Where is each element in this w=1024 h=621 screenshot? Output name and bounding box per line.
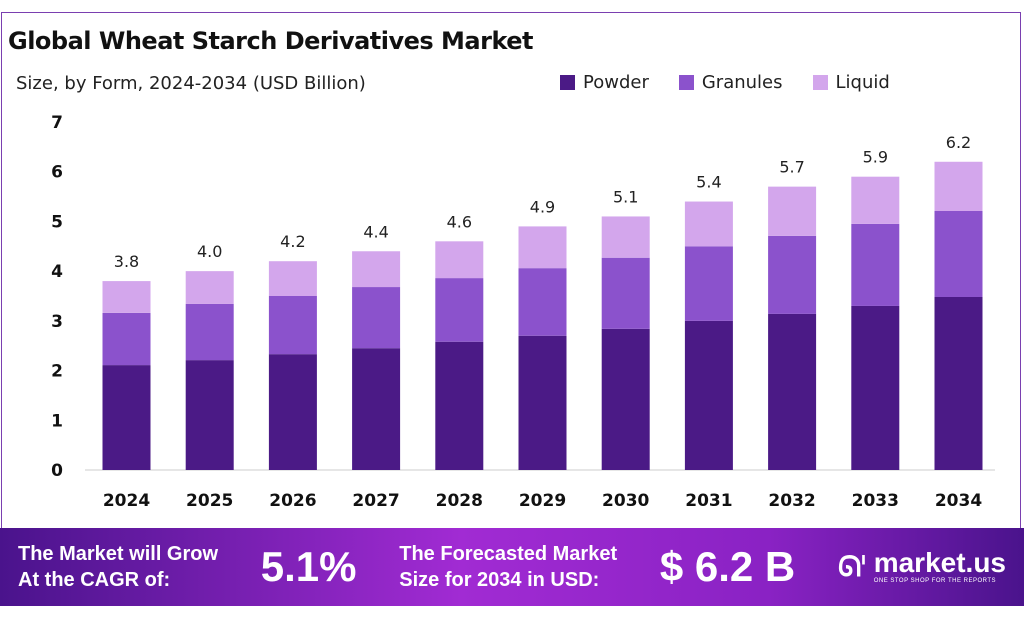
- data-label-total: 6.2: [946, 133, 971, 152]
- cagr-value: 5.1%: [260, 543, 357, 590]
- bar-segment-liquid: [601, 216, 650, 258]
- marketus-logo: ᘏᑊ market.us ONE STOP SHOP FOR THE REPORT…: [838, 549, 1006, 585]
- legend-item-granules: Granules: [678, 72, 783, 93]
- bar-segment-powder: [601, 328, 650, 470]
- data-label-total: 5.7: [779, 158, 804, 177]
- bar-segment-powder: [435, 341, 484, 470]
- data-label-total: 4.2: [280, 232, 305, 251]
- forecast-label-line2: Size for 2034 in USD:: [399, 569, 600, 591]
- bar-segment-liquid: [768, 186, 817, 236]
- forecast-value: $ 6.2 B: [659, 543, 796, 590]
- bar-segment-powder: [768, 313, 817, 470]
- data-label-total: 4.4: [363, 222, 388, 241]
- bar-segment-granules: [601, 257, 650, 329]
- bar-segment-granules: [518, 268, 567, 336]
- legend-label: Liquid: [835, 72, 890, 93]
- x-tick-label: 2032: [768, 491, 815, 511]
- data-label-total: 4.9: [530, 197, 555, 216]
- bar-segment-powder: [851, 305, 900, 470]
- bar-segment-granules: [268, 296, 317, 355]
- bar-segment-liquid: [352, 251, 401, 288]
- bar-segment-granules: [768, 235, 817, 314]
- x-tick-label: 2024: [103, 491, 150, 511]
- bar-segment-granules: [102, 312, 151, 366]
- cagr-label-line1: The Market will Grow: [18, 543, 219, 565]
- legend-swatch-liquid: [812, 75, 828, 90]
- logo-text: market.us: [873, 547, 1006, 578]
- bar-segment-powder: [185, 360, 234, 470]
- x-tick-label: 2031: [685, 491, 732, 511]
- x-tick-label: 2026: [269, 491, 316, 511]
- forecast-label: The Forecasted Market Size for 2034 in US…: [399, 541, 617, 593]
- legend-swatch-powder: [560, 75, 575, 90]
- legend-item-powder: Powder: [560, 72, 649, 93]
- data-label-total: 3.8: [114, 252, 139, 271]
- y-tick-label: 5: [51, 212, 63, 232]
- cagr-label-line2: At the CAGR of:: [18, 569, 171, 591]
- bar-segment-liquid: [934, 161, 983, 211]
- logo-tagline: ONE STOP SHOP FOR THE REPORTS: [873, 578, 997, 584]
- bar-segment-powder: [352, 348, 401, 470]
- bar-segment-powder: [684, 320, 733, 470]
- bar-segment-liquid: [851, 176, 900, 224]
- y-tick-label: 1: [51, 411, 63, 431]
- data-label-total: 4.6: [447, 212, 472, 231]
- bar-segment-granules: [851, 223, 900, 306]
- data-label-total: 4.0: [197, 242, 222, 261]
- x-tick-label: 2029: [519, 491, 566, 511]
- data-label-total: 5.9: [863, 148, 888, 167]
- bar-segment-liquid: [268, 261, 317, 296]
- bar-segment-granules: [185, 303, 234, 361]
- bar-segment-granules: [934, 210, 983, 297]
- cagr-label: The Market will Grow At the CAGR of:: [18, 541, 218, 593]
- chart-plot: 0 1 2 3 4 5 6 7 3.8 2024 4.0 2025 4.2 2026 4.4 2027 4.6 2…: [51, 113, 995, 511]
- legend-label: Granules: [701, 72, 783, 93]
- bar-segment-granules: [435, 278, 484, 342]
- x-tick-label: 2034: [935, 491, 982, 511]
- legend-label: Powder: [583, 72, 649, 93]
- x-tick-label: 2030: [602, 491, 649, 511]
- y-tick-label: 4: [51, 262, 63, 282]
- chart-subtitle: Size, by Form, 2024-2034 (USD Billion): [16, 73, 366, 94]
- bar-segment-powder: [268, 354, 317, 470]
- y-tick-label: 7: [51, 113, 63, 133]
- bar-segment-powder: [518, 335, 567, 470]
- data-label-total: 5.1: [613, 187, 638, 206]
- data-label-total: 5.4: [696, 173, 721, 192]
- bar-segment-granules: [684, 246, 733, 321]
- y-tick-label: 2: [51, 362, 63, 382]
- footer-banner: The Market will Grow At the CAGR of: 5.1%…: [0, 528, 1024, 606]
- legend: Powder Granules Liquid: [560, 72, 890, 93]
- bar-segment-liquid: [684, 201, 733, 247]
- forecast-label-line1: The Forecasted Market: [399, 543, 618, 565]
- bar-segment-granules: [352, 287, 401, 349]
- x-tick-label: 2028: [436, 491, 483, 511]
- bar-segment-liquid: [102, 281, 151, 313]
- y-tick-label: 6: [51, 163, 63, 183]
- bar-segment-liquid: [435, 241, 484, 279]
- bar-segment-liquid: [185, 271, 234, 304]
- bar-segment-liquid: [518, 226, 567, 269]
- legend-swatch-granules: [678, 75, 694, 90]
- x-tick-label: 2025: [186, 491, 233, 511]
- legend-item-liquid: Liquid: [812, 72, 890, 93]
- chart-title: Global Wheat Starch Derivatives Market: [8, 27, 534, 55]
- y-tick-label: 3: [51, 312, 63, 332]
- x-tick-label: 2033: [852, 491, 899, 511]
- bar-segment-powder: [934, 296, 983, 470]
- bar-segment-powder: [102, 365, 151, 470]
- x-tick-label: 2027: [352, 491, 399, 511]
- marketus-logo-icon: ᘏᑊ: [838, 550, 866, 582]
- y-tick-label: 0: [51, 461, 63, 481]
